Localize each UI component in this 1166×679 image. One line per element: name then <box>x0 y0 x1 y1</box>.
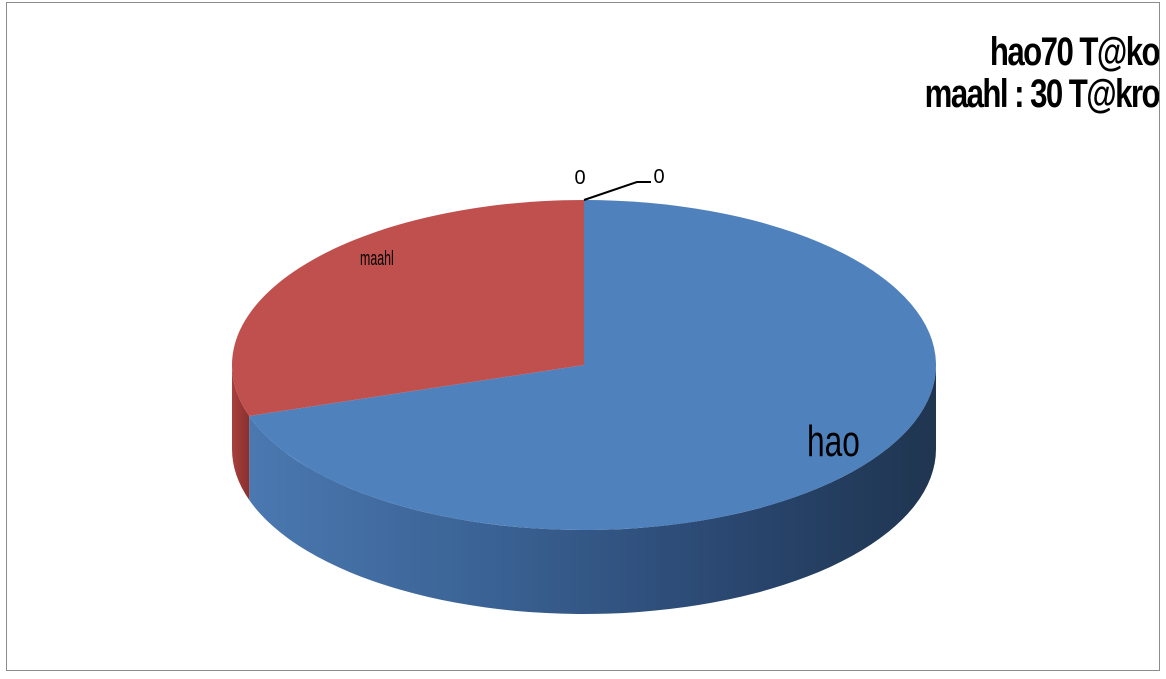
chart-title-line-2: maahl : 30 T@kro <box>924 72 1159 116</box>
chart-frame: hao maahl 0 0 hao70 T@ko maahl : 30 T@kro <box>6 2 1160 671</box>
pie-slice-1 <box>231 200 584 416</box>
pie-group: hao maahl 0 0 <box>231 166 937 615</box>
pie-chart: hao maahl 0 0 <box>231 166 937 615</box>
pie-label-0: hao <box>807 417 860 466</box>
chart-title-line-1: hao70 T@ko <box>989 30 1159 74</box>
pie-label-leader-line <box>583 181 651 201</box>
pie-slice-side-1-0 <box>232 365 250 500</box>
pie-label-3: 0 <box>653 166 664 188</box>
pie-slice-side-0-0 <box>249 365 937 615</box>
pie-label-2: 0 <box>574 167 585 189</box>
pie-label-1: maahl <box>360 247 394 270</box>
pie-slice-0 <box>249 200 936 530</box>
chart-title: hao70 T@ko maahl : 30 T@kro <box>831 31 1159 115</box>
